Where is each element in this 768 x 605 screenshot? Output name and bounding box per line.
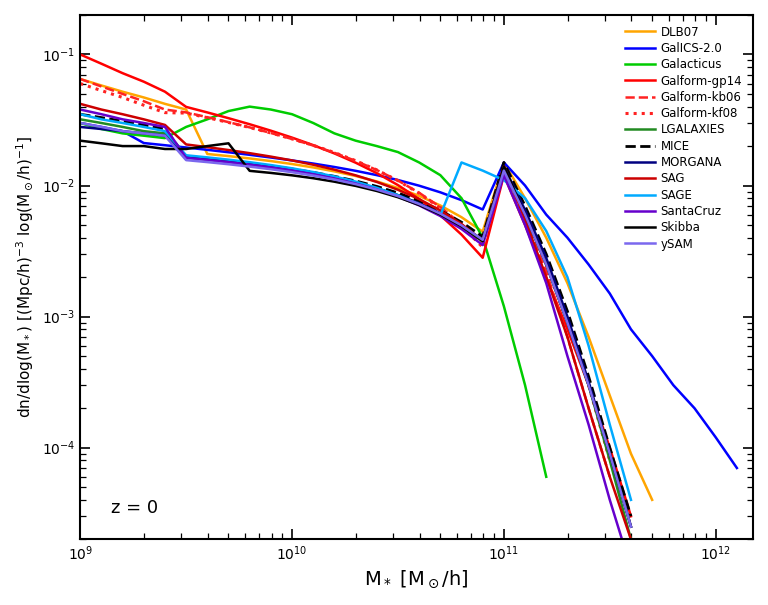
Legend: DLB07, GalICS-2.0, Galacticus, Galform-gp14, Galform-kb06, Galform-kf08, LGALAXI: DLB07, GalICS-2.0, Galacticus, Galform-g… (621, 21, 747, 255)
Text: z = 0: z = 0 (111, 499, 158, 517)
X-axis label: M$_*$ [M$_\odot$/h]: M$_*$ [M$_\odot$/h] (364, 568, 469, 590)
Y-axis label: dn/dlog(M$_*$) [(Mpc/h)$^{-3}$ log(M$_\odot$/h)$^{-1}$]: dn/dlog(M$_*$) [(Mpc/h)$^{-3}$ log(M$_\o… (15, 136, 36, 418)
